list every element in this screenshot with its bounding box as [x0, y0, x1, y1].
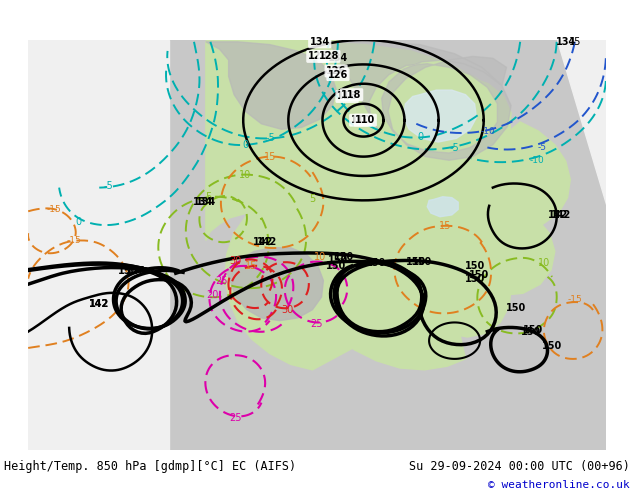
Text: 10: 10 [538, 258, 550, 268]
Text: 128: 128 [307, 51, 328, 61]
Text: 150: 150 [523, 325, 543, 335]
Text: -5: -5 [538, 143, 547, 152]
Text: 15: 15 [439, 221, 451, 231]
Text: 150: 150 [465, 261, 485, 271]
Text: 150: 150 [326, 261, 346, 271]
Text: 150: 150 [465, 274, 486, 284]
Polygon shape [206, 42, 571, 370]
Text: 150: 150 [334, 252, 354, 262]
Polygon shape [206, 42, 336, 129]
Text: 142: 142 [89, 299, 110, 309]
Text: 150: 150 [411, 257, 432, 268]
Text: 25: 25 [230, 413, 242, 423]
Text: 150: 150 [542, 341, 562, 351]
Text: 150: 150 [469, 270, 489, 280]
Text: 150: 150 [328, 255, 348, 266]
Text: -5: -5 [450, 143, 460, 152]
Text: -15: -15 [67, 236, 81, 245]
Polygon shape [206, 40, 338, 42]
Text: 5: 5 [205, 192, 212, 202]
Text: 25: 25 [310, 319, 322, 329]
Text: 142: 142 [548, 210, 569, 220]
Text: 15: 15 [264, 151, 276, 162]
Text: 134: 134 [193, 197, 213, 207]
Text: 142: 142 [551, 210, 571, 220]
Polygon shape [557, 40, 606, 204]
Text: Su 29-09-2024 00:00 UTC (00+96): Su 29-09-2024 00:00 UTC (00+96) [409, 460, 630, 473]
Polygon shape [427, 196, 458, 217]
Text: 15: 15 [569, 37, 581, 47]
Text: 126: 126 [326, 66, 346, 76]
Text: 30: 30 [230, 256, 242, 267]
Text: 150: 150 [521, 326, 541, 337]
Text: 0: 0 [417, 132, 423, 143]
Text: 5: 5 [309, 195, 316, 204]
Text: 142: 142 [253, 237, 273, 247]
Text: 134: 134 [309, 37, 330, 47]
Text: 118: 118 [337, 92, 357, 101]
Text: -15: -15 [46, 205, 61, 214]
Text: 150: 150 [126, 266, 146, 275]
Polygon shape [329, 42, 511, 160]
Text: 15: 15 [245, 261, 257, 271]
Text: -5: -5 [103, 181, 113, 191]
Text: Height/Temp. 850 hPa [gdmp][°C] EC (AIFS): Height/Temp. 850 hPa [gdmp][°C] EC (AIFS… [4, 460, 296, 473]
Polygon shape [404, 90, 476, 142]
Text: 150: 150 [126, 267, 146, 276]
Text: 118: 118 [342, 90, 362, 99]
Text: © weatheronline.co.uk: © weatheronline.co.uk [488, 480, 630, 490]
Text: 25: 25 [215, 276, 228, 287]
Text: 150: 150 [119, 266, 138, 275]
Text: 128: 128 [319, 51, 339, 61]
Text: 0: 0 [75, 217, 81, 227]
Text: 110: 110 [355, 115, 375, 125]
Text: 20: 20 [206, 290, 218, 300]
Text: -10: -10 [529, 156, 544, 165]
Text: 0: 0 [242, 140, 248, 150]
Text: 134: 134 [555, 37, 576, 47]
Text: 150: 150 [366, 258, 386, 268]
Text: 126: 126 [328, 70, 348, 79]
Text: -10: -10 [481, 126, 496, 136]
Bar [28, 40, 169, 450]
Text: 110: 110 [351, 115, 371, 125]
Text: 142: 142 [257, 237, 277, 247]
Text: 150: 150 [507, 303, 527, 313]
Polygon shape [169, 40, 606, 450]
Text: 150: 150 [406, 257, 427, 268]
Text: -15: -15 [567, 295, 582, 304]
Text: 10: 10 [314, 252, 326, 262]
Text: 10: 10 [239, 170, 251, 180]
Text: -5: -5 [266, 133, 275, 144]
Polygon shape [227, 248, 323, 320]
Text: 134: 134 [328, 53, 348, 63]
Text: 134: 134 [196, 197, 216, 207]
Text: 30: 30 [281, 305, 294, 315]
Text: 142: 142 [89, 299, 110, 309]
